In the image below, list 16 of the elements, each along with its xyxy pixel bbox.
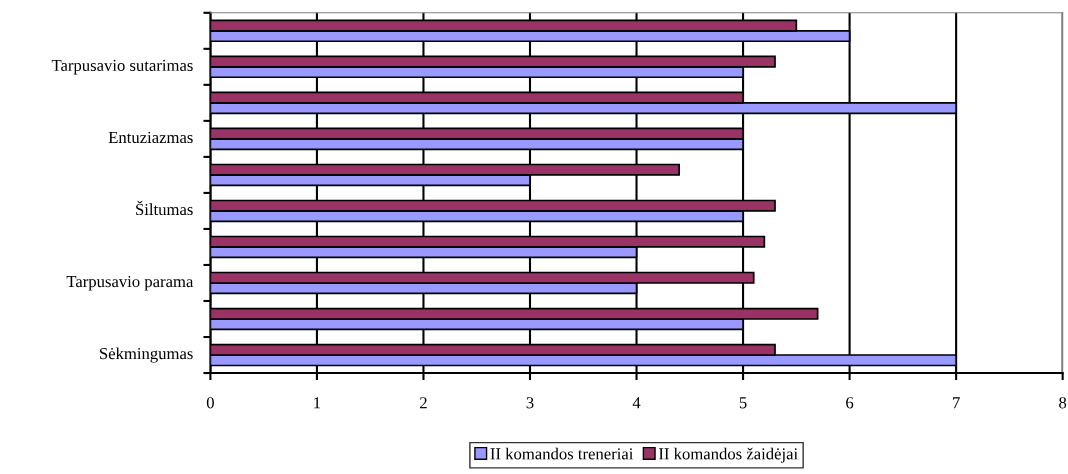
legend-label: II komandos žaidėjai (658, 447, 798, 463)
y-tick-label: Entuziazmas (108, 131, 193, 144)
x-tick-label: 8 (1059, 397, 1067, 409)
x-tick-label: 4 (632, 397, 641, 409)
x-tick-label: 5 (739, 397, 747, 409)
y-tick-label: Sėkmingumas (100, 347, 193, 363)
legend-label: II komandos treneriai (490, 447, 634, 460)
x-tick-label: 6 (846, 397, 854, 409)
x-tick-label: 3 (526, 397, 534, 409)
x-tick-label: 0 (206, 397, 214, 409)
x-tick-label: 2 (420, 397, 427, 409)
x-tick-label: 7 (953, 397, 960, 409)
y-tick-label: Šiltumas (136, 200, 193, 216)
y-tick-label: Tarpusavio parama (66, 275, 194, 291)
x-tick-label: 1 (314, 397, 321, 409)
y-tick-label: Tarpusavio sutarimas (51, 59, 193, 75)
